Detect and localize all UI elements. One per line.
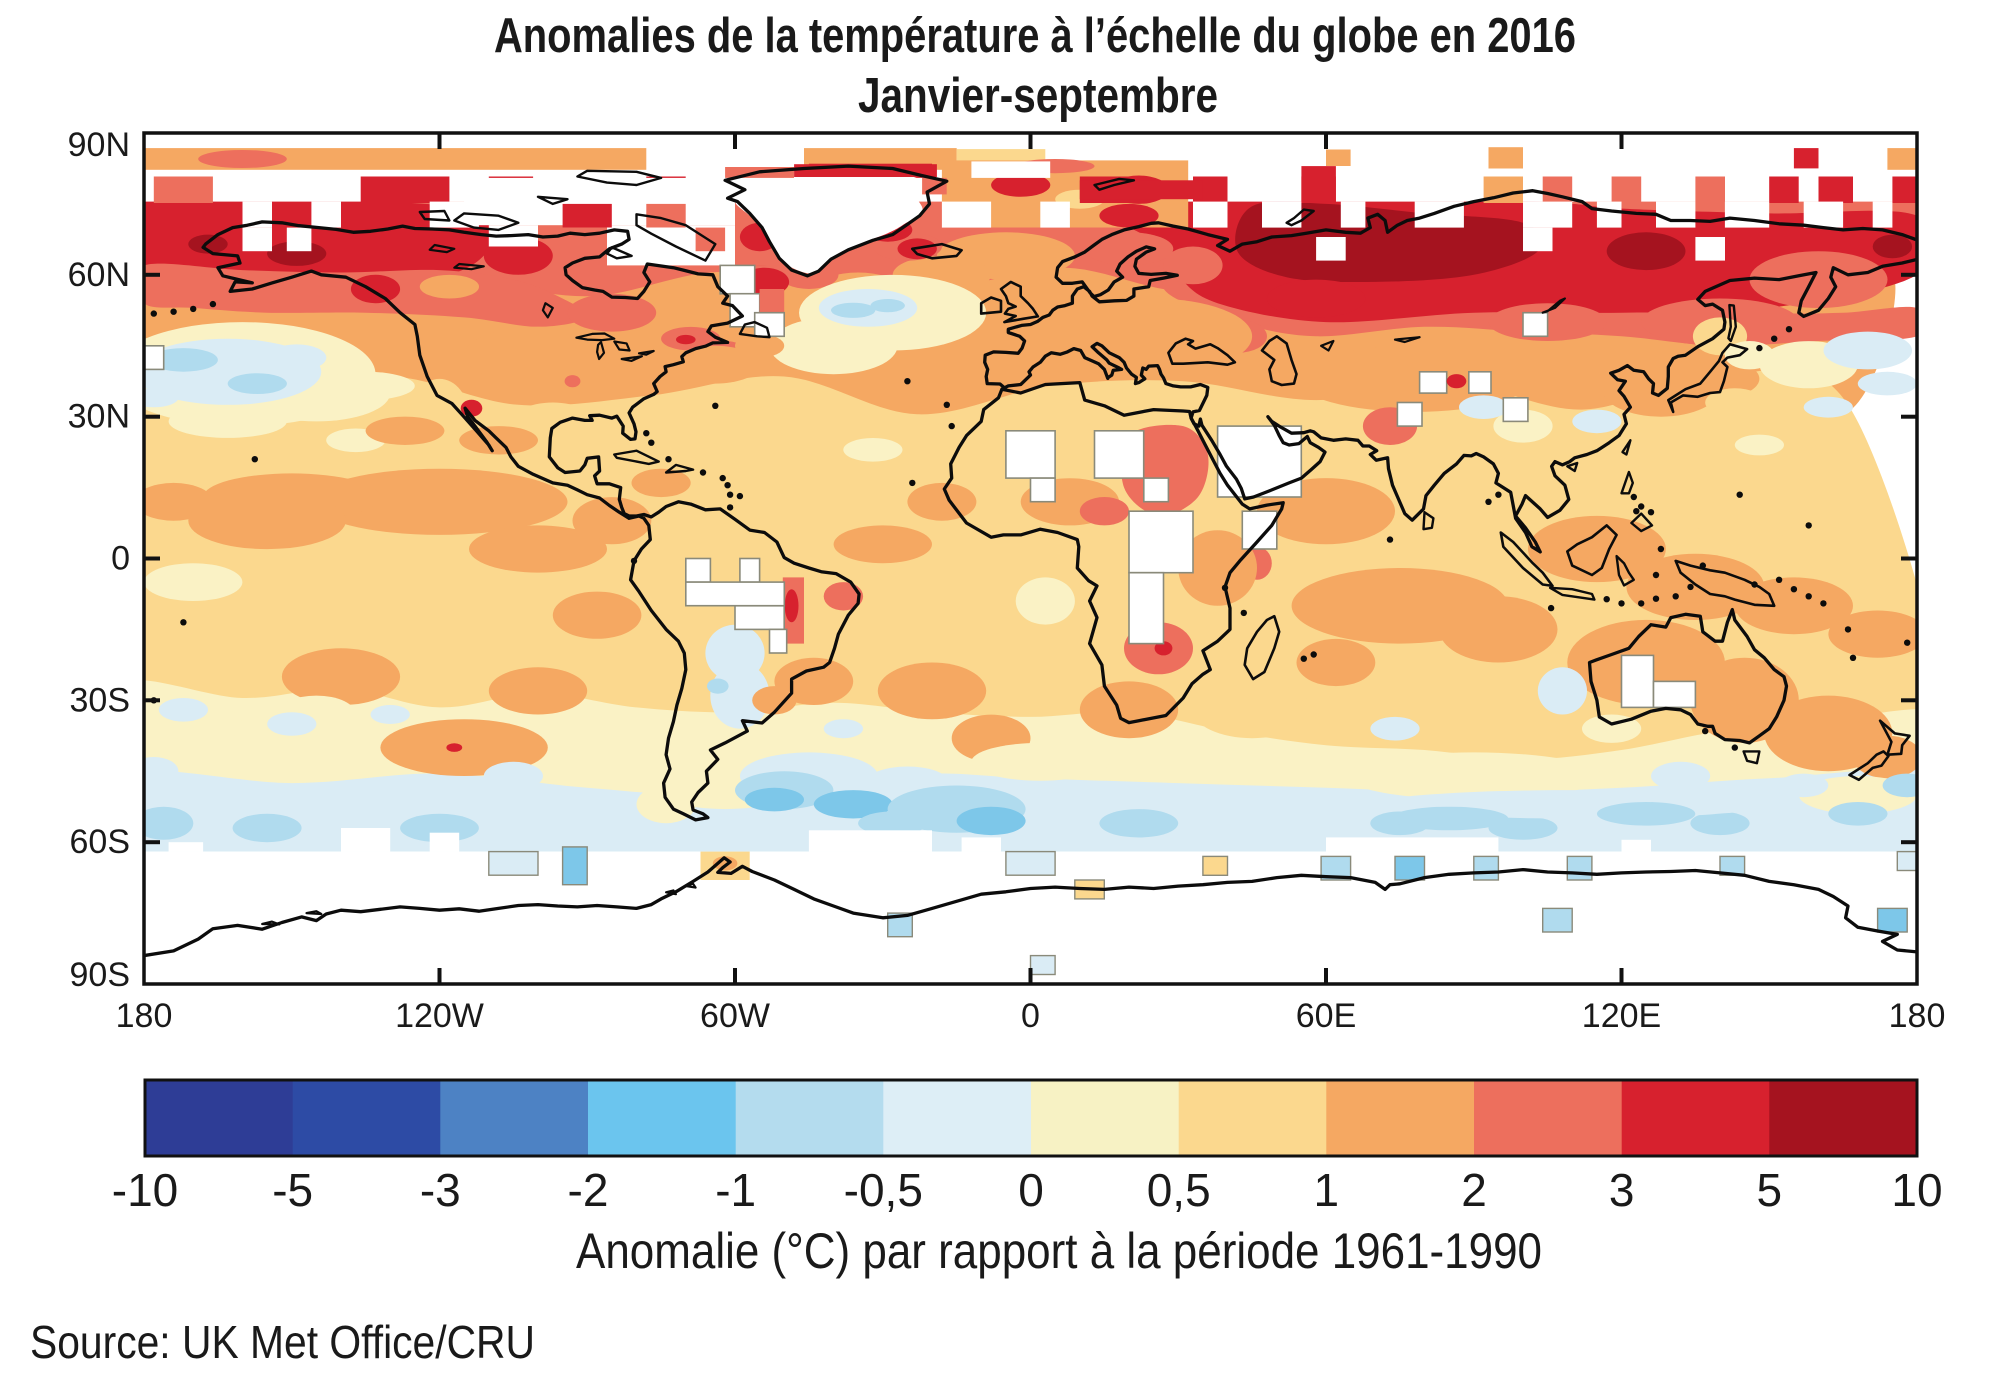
svg-text:Janvier-septembre: Janvier-septembre: [858, 69, 1218, 123]
svg-text:180: 180: [1889, 997, 1946, 1035]
svg-text:-2: -2: [568, 1164, 609, 1216]
svg-text:-1: -1: [715, 1164, 756, 1216]
svg-text:0: 0: [1021, 997, 1040, 1035]
svg-text:2: 2: [1461, 1164, 1487, 1216]
svg-text:-0,5: -0,5: [844, 1164, 923, 1216]
svg-text:120E: 120E: [1582, 997, 1661, 1035]
svg-text:90N: 90N: [68, 126, 130, 164]
svg-text:Source: UK Met Office/CRU: Source: UK Met Office/CRU: [30, 1316, 535, 1368]
svg-text:3: 3: [1609, 1164, 1635, 1216]
svg-text:1: 1: [1314, 1164, 1340, 1216]
svg-text:30S: 30S: [70, 681, 131, 719]
svg-text:180: 180: [116, 997, 173, 1035]
svg-text:Anomalie (°C) par rapport à la: Anomalie (°C) par rapport à la période 1…: [576, 1223, 1542, 1279]
svg-text:0: 0: [1018, 1164, 1044, 1216]
svg-text:90S: 90S: [70, 956, 131, 994]
svg-text:-3: -3: [420, 1164, 461, 1216]
svg-text:120W: 120W: [395, 997, 484, 1035]
svg-text:0: 0: [111, 540, 130, 578]
svg-text:5: 5: [1757, 1164, 1783, 1216]
svg-text:60W: 60W: [700, 997, 770, 1035]
svg-text:0,5: 0,5: [1147, 1164, 1211, 1216]
svg-text:60N: 60N: [68, 256, 130, 294]
svg-text:60E: 60E: [1296, 997, 1357, 1035]
svg-text:-10: -10: [112, 1164, 178, 1216]
svg-text:-5: -5: [272, 1164, 313, 1216]
svg-text:Anomalies de la température à: Anomalies de la température à l’échelle …: [494, 9, 1576, 63]
svg-text:30N: 30N: [68, 398, 130, 436]
svg-text:60S: 60S: [70, 823, 131, 861]
svg-text:10: 10: [1891, 1164, 1942, 1216]
